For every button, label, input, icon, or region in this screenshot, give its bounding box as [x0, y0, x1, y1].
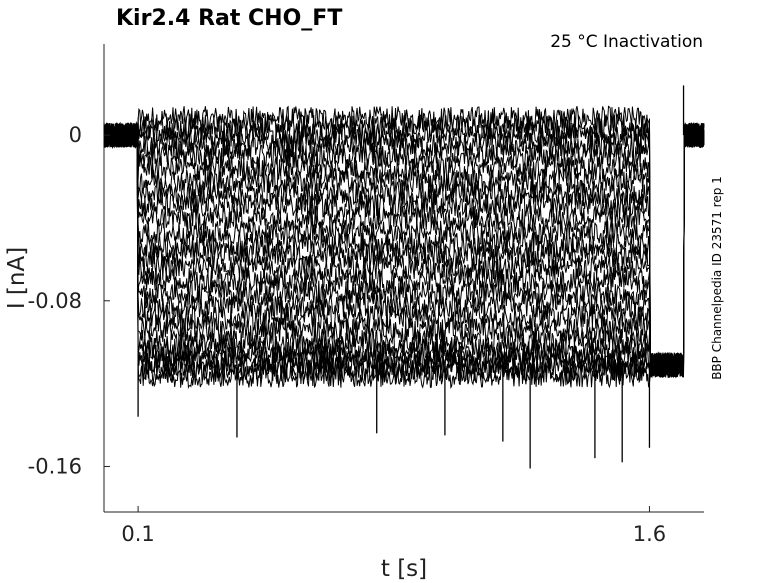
current-trace-8: [103, 123, 705, 377]
chart-title: Kir2.4 Rat CHO_FT: [116, 6, 342, 31]
current-trace-17: [103, 122, 705, 378]
current-trace-19: [103, 122, 705, 377]
current-trace-5: [103, 123, 705, 378]
current-trace-12: [103, 122, 705, 379]
y-axis-label: I [nA]: [4, 247, 30, 309]
y-tick-label: -0.16: [28, 454, 82, 478]
current-trace-15: [103, 123, 705, 377]
x-axis-label: t [s]: [381, 556, 427, 582]
x-tick-label: 1.6: [633, 522, 666, 546]
tick-group: 0 -0.08 -0.16 0.1 1.6: [28, 123, 667, 546]
current-trace-25: [103, 122, 705, 390]
x-tick-label: 0.1: [121, 522, 154, 546]
current-trace-9: [103, 122, 705, 378]
current-trace-16: [103, 123, 705, 379]
plot-area: 0 -0.08 -0.16 0.1 1.6: [28, 44, 705, 546]
current-trace-1: [103, 105, 705, 377]
condition-label: 25 °C Inactivation: [550, 32, 703, 52]
current-trace-13: [103, 122, 705, 379]
y-tick-label: 0: [69, 123, 82, 147]
y-tick-label: -0.08: [28, 289, 82, 313]
current-trace-11: [103, 122, 705, 377]
trace-group: [103, 85, 705, 469]
side-label: BBP Channelpedia ID 23571 rep 1: [710, 176, 724, 380]
